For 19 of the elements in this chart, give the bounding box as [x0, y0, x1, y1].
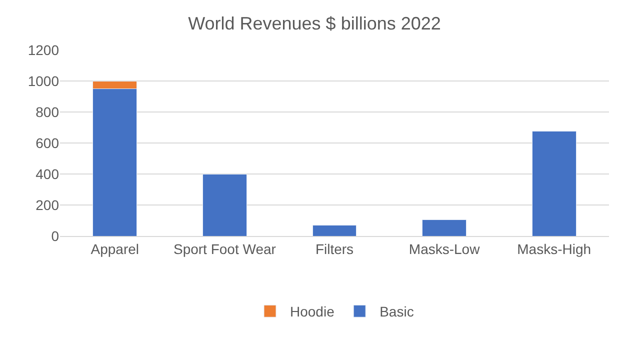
legend-label: Basic [380, 304, 414, 320]
y-tick-label: 200 [36, 196, 60, 213]
chart-title: World Revenues $ billions 2022 [188, 14, 441, 34]
x-tick-label: Apparel [90, 240, 140, 257]
y-tick-label: 0 [51, 228, 60, 244]
y-tick-label: 1000 [28, 72, 60, 89]
x-tick-label: Sport Foot Wear [173, 240, 276, 257]
bar [422, 219, 467, 236]
bar [202, 174, 247, 236]
bar [532, 131, 576, 236]
bar [312, 224, 357, 236]
y-tick-label: 1200 [28, 42, 60, 58]
x-tick-label: Filters [315, 240, 354, 257]
y-tick-label: 800 [36, 104, 60, 120]
x-tick-label: Masks-Low [408, 240, 481, 257]
x-tick-label: Masks-High [517, 240, 592, 257]
y-tick-label: 400 [36, 166, 60, 182]
y-tick-label: 600 [36, 134, 60, 151]
legend-label: Hoodie [290, 304, 335, 320]
